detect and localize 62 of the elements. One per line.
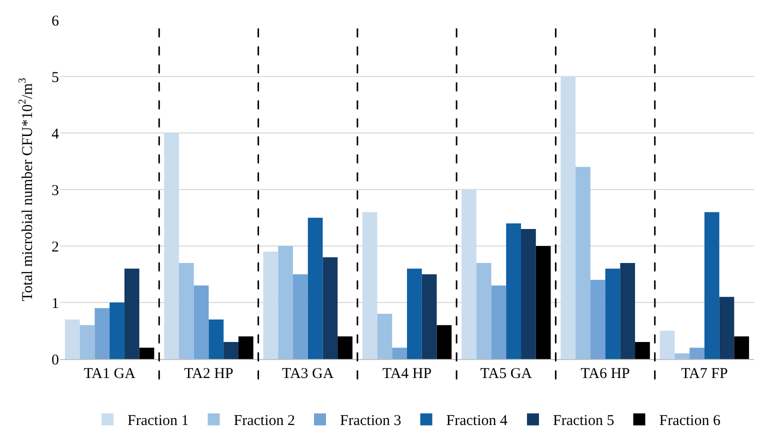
bar bbox=[436, 325, 452, 359]
bar bbox=[338, 336, 352, 359]
bar bbox=[576, 166, 590, 359]
bar bbox=[94, 308, 110, 359]
bar bbox=[263, 252, 278, 359]
x-tick-label: TA7 FP bbox=[681, 366, 728, 382]
bar bbox=[476, 262, 492, 359]
bar bbox=[392, 348, 407, 359]
bar bbox=[462, 190, 476, 359]
bar bbox=[377, 314, 392, 359]
x-tick-label: TA3 GA bbox=[282, 366, 334, 382]
bar bbox=[308, 218, 323, 359]
bar bbox=[690, 348, 704, 359]
x-tick-label: TA6 HP bbox=[580, 366, 630, 382]
bar bbox=[124, 268, 140, 359]
y-tick-label: 4 bbox=[52, 126, 60, 142]
y-tick-label: 5 bbox=[52, 70, 59, 86]
bar bbox=[491, 286, 506, 359]
x-tick-label: TA2 HP bbox=[184, 366, 234, 382]
legend-label: Fraction 6 bbox=[659, 413, 721, 430]
bar bbox=[660, 330, 675, 359]
legend-label: Fraction 1 bbox=[128, 413, 189, 430]
bar bbox=[560, 76, 576, 359]
bar bbox=[590, 280, 606, 359]
bar bbox=[620, 262, 636, 359]
bar bbox=[704, 212, 720, 359]
bar bbox=[292, 274, 308, 359]
bar bbox=[674, 353, 690, 359]
legend-label: Fraction 4 bbox=[446, 413, 508, 430]
bar bbox=[734, 336, 750, 359]
bar bbox=[110, 302, 124, 359]
bar bbox=[80, 325, 95, 359]
bar bbox=[407, 268, 422, 359]
legend-label: Fraction 3 bbox=[340, 413, 402, 430]
y-tick-label: 6 bbox=[52, 13, 60, 30]
bar bbox=[278, 246, 293, 359]
bar bbox=[208, 319, 224, 359]
bar bbox=[224, 342, 238, 359]
bar bbox=[194, 286, 209, 359]
y-tick-label: 0 bbox=[52, 352, 59, 368]
bar bbox=[362, 212, 378, 359]
bar bbox=[536, 246, 551, 359]
y-tick-label: 3 bbox=[52, 182, 59, 199]
x-tick-label: TA4 HP bbox=[382, 366, 432, 382]
legend-label: Fraction 2 bbox=[234, 413, 295, 430]
x-tick-label: TA1 GA bbox=[84, 366, 136, 382]
bar bbox=[139, 348, 154, 359]
bar bbox=[719, 296, 734, 359]
y-tick-label: 2 bbox=[52, 239, 59, 256]
bar bbox=[164, 133, 179, 359]
bar bbox=[605, 268, 620, 359]
y-tick-label: 1 bbox=[52, 296, 59, 312]
bar bbox=[64, 319, 80, 359]
x-tick-label: TA5 GA bbox=[480, 366, 532, 382]
bar bbox=[178, 262, 194, 359]
bar bbox=[422, 274, 437, 359]
bar bbox=[521, 229, 536, 359]
bar bbox=[322, 257, 338, 359]
bar bbox=[506, 223, 522, 359]
bar bbox=[238, 336, 254, 359]
bar bbox=[635, 342, 650, 359]
legend-label: Fraction 5 bbox=[552, 413, 614, 430]
